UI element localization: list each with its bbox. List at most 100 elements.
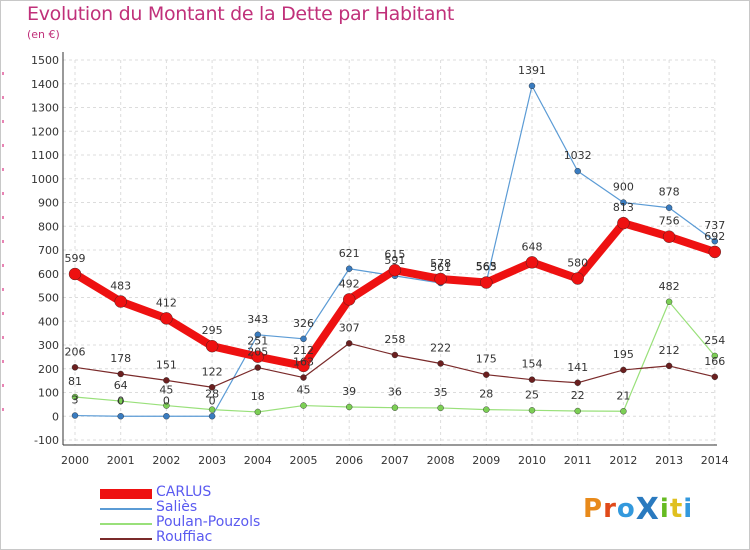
data-point <box>346 340 353 347</box>
x-tick-label: 2012 <box>609 454 637 467</box>
data-label: 307 <box>339 321 360 334</box>
data-point <box>437 360 444 367</box>
data-point <box>343 293 356 306</box>
data-point <box>254 364 261 371</box>
legend-label: CARLUS <box>156 484 212 500</box>
logo-letter: r <box>603 494 617 524</box>
x-tick-label: 2008 <box>427 454 455 467</box>
data-point <box>711 238 718 245</box>
legend-swatch <box>100 489 152 499</box>
data-point <box>300 374 307 381</box>
y-tick-label: 1100 <box>31 149 59 162</box>
data-point <box>620 408 627 415</box>
data-label: 621 <box>339 247 360 260</box>
data-label: 18 <box>251 390 265 403</box>
data-label: 39 <box>342 385 356 398</box>
data-point <box>300 335 307 343</box>
data-point <box>391 351 399 359</box>
data-label: 692 <box>704 230 725 243</box>
data-point <box>71 412 79 419</box>
chart-title: Evolution du Montant de la Dette par Hab… <box>27 3 455 25</box>
data-label: 0 <box>209 394 216 407</box>
data-label: 36 <box>388 386 402 399</box>
y-tick-label: -100 <box>34 434 59 447</box>
data-label: 615 <box>384 248 405 261</box>
data-point <box>662 230 676 243</box>
data-label: 28 <box>205 388 219 401</box>
data-label: 212 <box>293 344 314 357</box>
logo-letter: i <box>659 494 670 524</box>
data-point <box>163 402 170 409</box>
data-label: 254 <box>704 334 725 347</box>
data-label: 492 <box>339 277 360 290</box>
data-label: 81 <box>68 375 82 388</box>
data-label: 578 <box>430 257 451 270</box>
data-point <box>71 393 79 401</box>
y-tick-label: 500 <box>38 292 59 305</box>
y-tick-label: 1000 <box>31 173 59 186</box>
data-label: 195 <box>613 348 634 361</box>
data-point <box>117 370 124 378</box>
data-point <box>665 362 673 370</box>
data-point <box>434 272 447 286</box>
y-tick-label: 900 <box>38 197 59 210</box>
data-label: 154 <box>522 358 543 371</box>
data-point <box>571 272 584 285</box>
y-tick-label: 0 <box>52 410 59 423</box>
data-point <box>528 376 536 383</box>
data-label: 0 <box>117 394 124 407</box>
data-label: 21 <box>616 389 630 402</box>
data-label: 3 <box>72 394 79 407</box>
data-label: 222 <box>430 342 451 355</box>
data-point <box>391 404 399 411</box>
data-label: 45 <box>159 384 173 397</box>
data-label: 141 <box>567 361 588 374</box>
data-label: 122 <box>202 365 223 378</box>
data-point <box>117 397 124 405</box>
y-tick-label: 1500 <box>31 54 59 67</box>
legend-swatch <box>100 538 152 540</box>
data-label: 178 <box>110 352 131 365</box>
data-point <box>483 371 490 378</box>
data-label: 166 <box>704 355 725 368</box>
x-tick-label: 2009 <box>472 454 500 467</box>
y-tick-label: 400 <box>38 315 59 328</box>
data-point <box>205 339 219 353</box>
data-label: 0 <box>163 394 170 407</box>
logo-letter: t <box>669 494 684 524</box>
data-point <box>117 413 124 420</box>
data-label: 591 <box>384 254 405 267</box>
data-point <box>480 276 493 289</box>
x-tick-label: 2003 <box>198 454 226 467</box>
data-point <box>665 204 673 211</box>
data-label: 648 <box>522 240 543 253</box>
data-point <box>163 413 170 420</box>
y-tick-label: 800 <box>38 220 59 233</box>
data-label: 565 <box>476 260 497 273</box>
x-tick-label: 2013 <box>655 454 683 467</box>
x-tick-label: 2000 <box>61 454 89 467</box>
data-label: 175 <box>476 353 497 366</box>
data-point <box>346 265 353 272</box>
logo-letter: X <box>635 492 660 527</box>
data-label: 212 <box>659 344 680 357</box>
data-label: 22 <box>571 389 585 402</box>
data-label: 163 <box>293 356 314 369</box>
data-label: 900 <box>613 181 634 194</box>
legend-label: Rouffiac <box>156 529 213 545</box>
data-point <box>620 199 627 206</box>
data-point <box>711 352 718 360</box>
data-point <box>163 377 170 384</box>
data-point <box>251 350 264 363</box>
data-label: 599 <box>65 252 86 265</box>
logo-letter: P <box>583 494 604 524</box>
data-label: 737 <box>704 219 725 232</box>
data-label: 64 <box>114 379 128 392</box>
data-point <box>574 407 581 415</box>
data-label: 343 <box>247 313 268 326</box>
data-label: 813 <box>613 201 634 214</box>
data-point <box>528 407 536 414</box>
data-point <box>208 406 216 413</box>
data-point <box>300 402 307 409</box>
